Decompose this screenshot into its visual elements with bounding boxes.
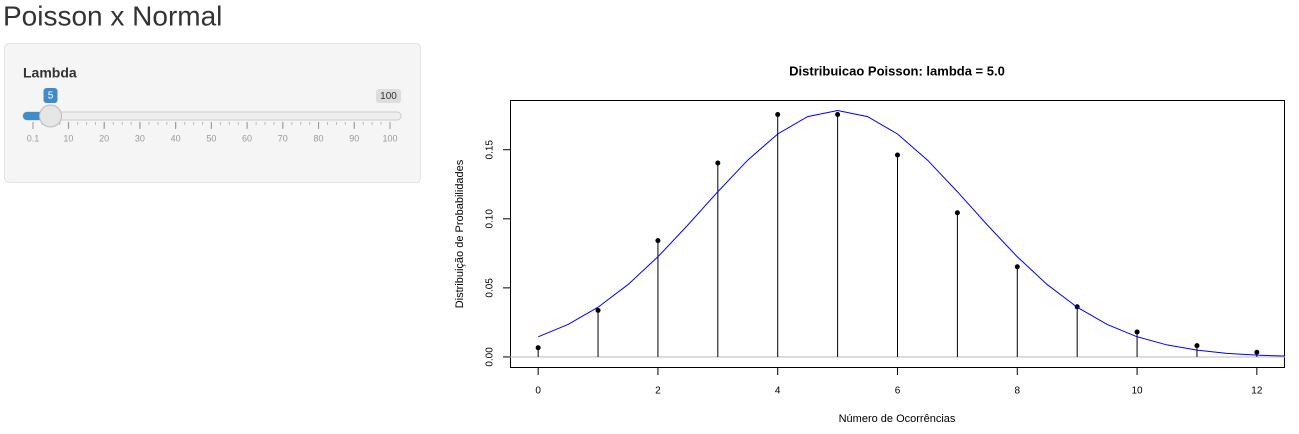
slider-tick-label: 90 bbox=[349, 133, 359, 143]
point bbox=[535, 345, 541, 351]
slider-tick-label: 50 bbox=[206, 133, 216, 143]
slider-handle[interactable] bbox=[39, 104, 63, 128]
slider-value-badge bbox=[43, 88, 58, 103]
point bbox=[954, 210, 960, 216]
x-tick-label: 6 bbox=[895, 386, 901, 397]
slider-tick-label: 0.1 bbox=[27, 133, 40, 143]
x-tick-label: 4 bbox=[775, 386, 781, 397]
slider-tick-label: 20 bbox=[99, 133, 109, 143]
slider[interactable]: 0.1 10 20 30 40 50 60 70 80 90 100 100 5 bbox=[22, 88, 402, 143]
slider-max-badge bbox=[376, 89, 401, 103]
slider-tick-label: 80 bbox=[314, 133, 324, 143]
slider-max-label: 100 bbox=[380, 91, 397, 102]
x-axis-label: Número de Ocorrências bbox=[839, 413, 956, 425]
x-tick-label: 2 bbox=[655, 386, 661, 397]
x-tick-label: 10 bbox=[1132, 386, 1144, 397]
slider-tick-label: 30 bbox=[135, 133, 145, 143]
y-tick-label: 0.00 bbox=[485, 347, 496, 367]
point bbox=[835, 112, 841, 118]
point bbox=[1134, 329, 1140, 335]
slider-value-label: 5 bbox=[48, 91, 54, 102]
point bbox=[715, 160, 721, 166]
plot-box bbox=[510, 100, 1285, 368]
y-axis-label: Distribuição de Probabilidades bbox=[454, 159, 466, 308]
point bbox=[1014, 264, 1020, 270]
point bbox=[895, 152, 900, 158]
slider-tick-label: 10 bbox=[63, 133, 73, 143]
slider-tick-label: 70 bbox=[278, 133, 288, 143]
point bbox=[1254, 349, 1260, 355]
page-title: Poisson x Normal bbox=[3, 0, 222, 31]
slider-tick-label: 60 bbox=[242, 133, 252, 143]
curve bbox=[537, 109, 1285, 357]
x-tick-label: 12 bbox=[1251, 386, 1263, 397]
slider-label: Lambda bbox=[23, 65, 77, 81]
chart-title: Distribuicao Poisson: lambda = 5.0 bbox=[789, 63, 1005, 78]
point bbox=[775, 112, 781, 118]
x-tick-label: 8 bbox=[1015, 386, 1021, 397]
point bbox=[1194, 343, 1200, 349]
point bbox=[595, 307, 601, 313]
slider-tick-label: 100 bbox=[382, 133, 397, 143]
point bbox=[655, 238, 661, 244]
y-tick-label: 0.15 bbox=[485, 140, 496, 160]
y-tick-label: 0.05 bbox=[485, 278, 496, 298]
y-tick-label: 0.10 bbox=[485, 209, 496, 229]
slider-tick-label: 40 bbox=[171, 133, 181, 143]
x-tick-label: 0 bbox=[535, 386, 541, 397]
slider-track bbox=[22, 111, 402, 121]
